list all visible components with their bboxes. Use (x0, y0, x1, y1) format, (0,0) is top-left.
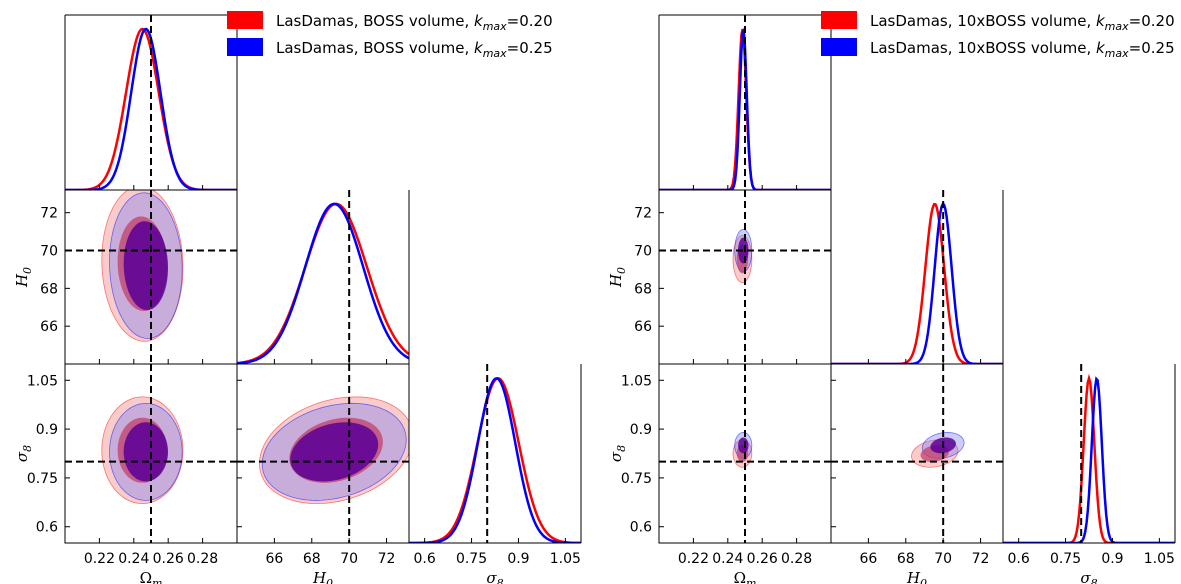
y-tick-label: 66 (634, 319, 652, 335)
marginal-curve-1 (409, 377, 581, 543)
y-tick-label: 0.75 (27, 471, 58, 487)
joint-panel-om-s8: 0.22 0.24 0.26 0.28 0.6 0.75 0.9 1.05 (621, 363, 832, 567)
marginal-curve-2 (237, 202, 409, 364)
marginal-curve-2 (1003, 376, 1175, 543)
x-axis-label-h0: H0 (906, 569, 927, 584)
marginal-panel-om (64, 14, 238, 191)
x-tick-label: 0.22 (678, 551, 709, 567)
x-tick-label: 0.6 (1008, 551, 1030, 567)
x-axis-label-s8: σ8 (1080, 569, 1097, 584)
x-tick-label: 0.26 (747, 551, 778, 567)
x-tick-label: 0.9 (507, 551, 529, 567)
legend-swatch-2 (821, 38, 857, 56)
x-tick-label: 0.75 (1050, 551, 1081, 567)
marginal-curve-2 (409, 377, 581, 543)
y-axis-label-h0: H0 (607, 267, 628, 288)
legend-label-2: LasDamas, BOSS volume, kmax=0.25 (276, 39, 553, 60)
x-axis-label-om: Ωm (140, 569, 163, 584)
y-tick-label: 72 (40, 206, 58, 222)
x-tick-label: 0.22 (84, 551, 115, 567)
y-tick-label: 1.05 (621, 373, 652, 389)
joint-panel-om-h0: 66 68 70 72 (634, 189, 832, 365)
y-tick-label: 70 (634, 244, 652, 260)
contour-1sigma-2 (738, 437, 749, 454)
joint-panel-om-s8: 0.22 0.24 0.26 0.28 0.6 0.75 0.9 1.05 (27, 363, 238, 567)
x-tick-label: 70 (340, 551, 358, 567)
x-tick-label: 1.05 (1144, 551, 1175, 567)
x-tick-label: 0.24 (118, 551, 149, 567)
x-axis-label-h0: H0 (312, 569, 333, 584)
corner-plot-1: 66 68 70 72 0.22 0.24 0.26 0.28 0.6 0.75 0.9 1.05 66… (13, 11, 582, 584)
y-axis-label-h0: H0 (13, 267, 34, 288)
y-tick-label: 0.6 (36, 520, 58, 536)
y-tick-label: 72 (634, 206, 652, 222)
x-tick-label: 0.6 (414, 551, 436, 567)
x-tick-label: 0.28 (781, 551, 812, 567)
x-axis-label-s8: σ8 (486, 569, 503, 584)
x-tick-label: 0.75 (456, 551, 487, 567)
x-tick-label: 72 (378, 551, 396, 567)
x-tick-label: 68 (897, 551, 915, 567)
y-tick-label: 0.75 (621, 471, 652, 487)
legend-swatch-1 (227, 11, 263, 29)
y-tick-label: 0.9 (36, 422, 58, 438)
contour-1sigma-2 (123, 221, 169, 311)
y-tick-label: 0.9 (630, 422, 652, 438)
y-axis-label-s8: σ8 (607, 445, 628, 462)
x-tick-label: 0.24 (712, 551, 743, 567)
x-tick-label: 66 (265, 551, 283, 567)
x-tick-label: 0.9 (1101, 551, 1123, 567)
legend-swatch-2 (227, 38, 263, 56)
y-tick-label: 68 (634, 281, 652, 297)
marginal-panel-h0 (236, 190, 410, 365)
marginal-panel-om (658, 14, 832, 191)
contour-1sigma-2 (123, 422, 169, 482)
marginal-panel-s8: 0.6 0.75 0.9 1.05 (408, 364, 582, 567)
legend-label-2: LasDamas, 10xBOSS volume, kmax=0.25 (870, 39, 1175, 60)
marginal-panel-s8: 0.6 0.75 0.9 1.05 (1002, 364, 1176, 567)
x-tick-label: 66 (859, 551, 877, 567)
legend: LasDamas, BOSS volume, kmax=0.20 LasDamas… (227, 11, 553, 60)
y-tick-label: 68 (40, 281, 58, 297)
joint-panel-h0-s8: 66 68 70 72 (830, 363, 1004, 567)
contour-1sigma-2 (290, 422, 379, 482)
y-axis-label-s8: σ8 (13, 445, 34, 462)
x-tick-label: 72 (972, 551, 990, 567)
marginal-panel-h0 (830, 190, 1004, 365)
x-tick-label: 1.05 (550, 551, 581, 567)
legend-swatch-1 (821, 11, 857, 29)
marginal-curve-1 (831, 202, 1003, 364)
joint-panel-h0-s8: 66 68 70 72 (236, 363, 410, 567)
legend: LasDamas, 10xBOSS volume, kmax=0.20 LasDa… (821, 11, 1175, 60)
legend-label-1: LasDamas, BOSS volume, kmax=0.20 (276, 12, 553, 33)
x-axis-label-om: Ωm (734, 569, 757, 584)
x-tick-label: 68 (303, 551, 321, 567)
marginal-curve-2 (659, 26, 831, 190)
x-tick-label: 70 (934, 551, 952, 567)
y-tick-label: 0.6 (630, 520, 652, 536)
x-tick-label: 0.28 (187, 551, 218, 567)
y-tick-label: 1.05 (27, 373, 58, 389)
x-tick-label: 0.26 (153, 551, 184, 567)
marginal-curve-1 (237, 202, 409, 364)
marginal-curve-1 (1003, 373, 1175, 543)
joint-panel-om-h0: 66 68 70 72 (40, 189, 238, 365)
corner-plot-2: 66 68 70 72 0.22 0.24 0.26 0.28 0.6 0.75 0.9 1.05 66… (607, 11, 1176, 584)
legend-label-1: LasDamas, 10xBOSS volume, kmax=0.20 (870, 12, 1175, 33)
y-tick-label: 70 (40, 244, 58, 260)
y-tick-label: 66 (40, 319, 58, 335)
